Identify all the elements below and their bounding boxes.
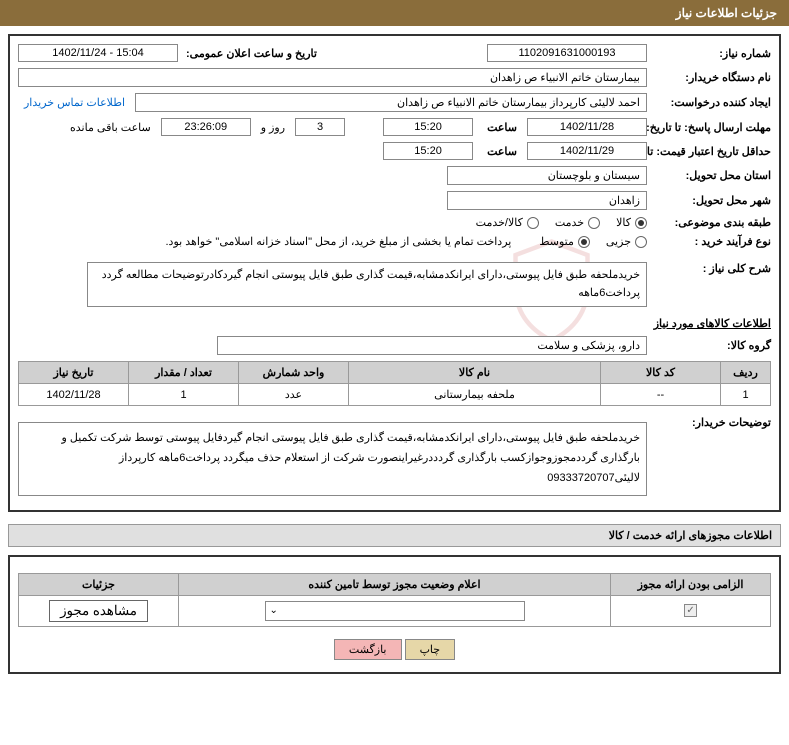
deadline-time: 15:20 <box>383 118 473 136</box>
requester-label: ایجاد کننده درخواست: <box>651 96 771 109</box>
license-table: الزامی بودن ارائه مجوز اعلام وضعیت مجوز … <box>18 573 771 627</box>
cell-name: ملحفه بیمارستانی <box>349 384 601 406</box>
chevron-down-icon: ⌄ <box>270 605 278 616</box>
col-row: ردیف <box>721 362 771 384</box>
category-radio-group: کالا خدمت کالا/خدمت <box>476 216 647 229</box>
radio-circle-icon <box>588 217 600 229</box>
col-date: تاریخ نیاز <box>19 362 129 384</box>
goods-section-title: اطلاعات کالاهای مورد نیاز <box>18 317 771 330</box>
col-code: کد کالا <box>601 362 721 384</box>
process-radio-group: جزیی متوسط <box>539 235 647 248</box>
city-label: شهر محل تحویل: <box>651 194 771 207</box>
need-number-label: شماره نیاز: <box>651 47 771 60</box>
col-name: نام کالا <box>349 362 601 384</box>
page-title: جزئیات اطلاعات نیاز <box>676 6 777 20</box>
footer-buttons: چاپ بازگشت <box>18 627 771 664</box>
radio-service[interactable]: خدمت <box>555 216 600 229</box>
radio-partial[interactable]: جزیی <box>606 235 647 248</box>
col-unit: واحد شمارش <box>239 362 349 384</box>
buyer-note-value: خریدملحفه طبق فایل پیوستی،دارای ایرانکدم… <box>18 422 647 495</box>
time-label-1: ساعت <box>483 121 517 134</box>
goods-group-value: دارو، پزشکی و سلامت <box>217 336 647 355</box>
cell-status: ⌄ <box>179 595 611 626</box>
col-qty: تعداد / مقدار <box>129 362 239 384</box>
table-header-row: الزامی بودن ارائه مجوز اعلام وضعیت مجوز … <box>19 573 771 595</box>
remaining-label: ساعت باقی مانده <box>70 121 151 134</box>
time-label-2: ساعت <box>483 145 517 158</box>
table-row: ✓ ⌄ مشاهده مجوز <box>19 595 771 626</box>
table-row: 1 -- ملحفه بیمارستانی عدد 1 1402/11/28 <box>19 384 771 406</box>
cell-unit: عدد <box>239 384 349 406</box>
cell-required: ✓ <box>611 595 771 626</box>
buyer-org-value: بیمارستان خاتم الانبیاء ص زاهدان <box>18 68 647 87</box>
validity-time: 15:20 <box>383 142 473 160</box>
table-header-row: ردیف کد کالا نام کالا واحد شمارش تعداد /… <box>19 362 771 384</box>
radio-both[interactable]: کالا/خدمت <box>476 216 539 229</box>
days-remaining: 3 <box>295 118 345 136</box>
category-label: طبقه بندی موضوعی: <box>651 216 771 229</box>
col-details: جزئیات <box>19 573 179 595</box>
goods-group-label: گروه کالا: <box>651 339 771 352</box>
province-label: استان محل تحویل: <box>651 169 771 182</box>
col-required: الزامی بودن ارائه مجوز <box>611 573 771 595</box>
buyer-org-label: نام دستگاه خریدار: <box>651 71 771 84</box>
buyer-note-label: توضیحات خریدار: <box>651 416 771 429</box>
checkbox-icon[interactable]: ✓ <box>684 604 697 617</box>
radio-circle-icon <box>527 217 539 229</box>
main-container: AriaTender.net شماره نیاز: 1102091631000… <box>8 34 781 512</box>
cell-details: مشاهده مجوز <box>19 595 179 626</box>
requester-value: احمد لالیئی کارپرداز بیمارستان خاتم الان… <box>135 93 647 112</box>
cell-qty: 1 <box>129 384 239 406</box>
print-button[interactable]: چاپ <box>405 639 456 660</box>
back-button[interactable]: بازگشت <box>334 639 402 660</box>
cell-row: 1 <box>721 384 771 406</box>
radio-circle-icon <box>578 236 590 248</box>
validity-date: 1402/11/29 <box>527 142 647 160</box>
buyer-contact-link[interactable]: اطلاعات تماس خریدار <box>24 96 125 109</box>
desc-value: خریدملحفه طبق فایل پیوستی،دارای ایرانکدم… <box>87 262 647 307</box>
days-label: روز و <box>261 121 285 134</box>
announce-label: تاریخ و ساعت اعلان عمومی: <box>182 47 317 60</box>
license-container: الزامی بودن ارائه مجوز اعلام وضعیت مجوز … <box>8 555 781 674</box>
countdown-value: 23:26:09 <box>161 118 251 136</box>
radio-goods[interactable]: کالا <box>616 216 647 229</box>
page-header: جزئیات اطلاعات نیاز <box>0 0 789 26</box>
view-license-button[interactable]: مشاهده مجوز <box>49 600 148 622</box>
validity-label: حداقل تاریخ اعتبار قیمت: تا تاریخ: <box>651 145 771 158</box>
col-status: اعلام وضعیت مجوز توسط تامین کننده <box>179 573 611 595</box>
license-section-header: اطلاعات مجوزهای ارائه خدمت / کالا <box>8 524 781 547</box>
cell-code: -- <box>601 384 721 406</box>
goods-table: ردیف کد کالا نام کالا واحد شمارش تعداد /… <box>18 361 771 406</box>
province-value: سیستان و بلوچستان <box>447 166 647 185</box>
announce-value: 15:04 - 1402/11/24 <box>18 44 178 62</box>
desc-label: شرح کلی نیاز : <box>651 262 771 275</box>
cell-date: 1402/11/28 <box>19 384 129 406</box>
radio-circle-icon <box>635 217 647 229</box>
deadline-label: مهلت ارسال پاسخ: تا تاریخ: <box>651 121 771 134</box>
deadline-date: 1402/11/28 <box>527 118 647 136</box>
city-value: زاهدان <box>447 191 647 210</box>
radio-medium[interactable]: متوسط <box>539 235 590 248</box>
budget-note: پرداخت تمام یا بخشی از مبلغ خرید، از محل… <box>166 235 512 248</box>
need-number-value: 1102091631000193 <box>487 44 647 62</box>
process-label: نوع فرآیند خرید : <box>651 235 771 248</box>
radio-circle-icon <box>635 236 647 248</box>
status-select[interactable]: ⌄ <box>265 601 525 621</box>
